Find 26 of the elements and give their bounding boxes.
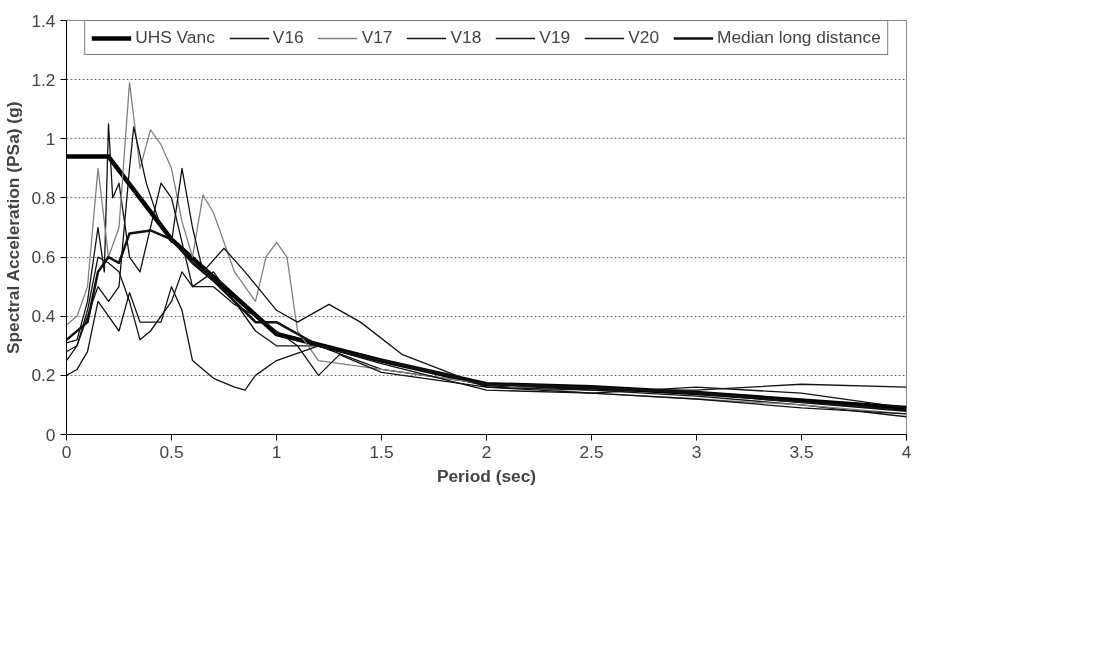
y-tick-label: 0.8 xyxy=(31,187,56,208)
legend-label: Median long distance xyxy=(717,27,881,48)
legend-label: V16 xyxy=(272,27,304,48)
legend-label: UHS Vanc xyxy=(135,27,215,48)
y-tick-label: 1 xyxy=(45,128,56,149)
legend-label: V19 xyxy=(539,27,571,48)
legend-label: V20 xyxy=(628,27,660,48)
x-tick-label: 1 xyxy=(271,441,282,462)
y-tick-label: 0.2 xyxy=(31,365,56,386)
y-tick-label: 1.2 xyxy=(31,69,56,90)
y-tick-label: 1.4 xyxy=(31,10,56,31)
legend-label: V18 xyxy=(450,27,482,48)
x-tick-label: 2 xyxy=(481,441,492,462)
y-tick-label: 0.6 xyxy=(31,247,56,268)
x-tick-label: 3 xyxy=(691,441,702,462)
y-tick-label: 0 xyxy=(45,424,56,445)
y-axis-title: Spectral Acceleration (PSa) (g) xyxy=(3,101,24,355)
x-axis-title: Period (sec) xyxy=(436,465,537,486)
legend-label: V17 xyxy=(361,27,393,48)
x-tick-label: 0 xyxy=(61,441,72,462)
x-tick-label: 4 xyxy=(901,441,912,462)
x-tick-label: 0.5 xyxy=(159,441,184,462)
x-tick-label: 3.5 xyxy=(789,441,814,462)
x-tick-label: 2.5 xyxy=(579,441,604,462)
y-tick-label: 0.4 xyxy=(31,306,56,327)
x-tick-label: 1.5 xyxy=(369,441,394,462)
